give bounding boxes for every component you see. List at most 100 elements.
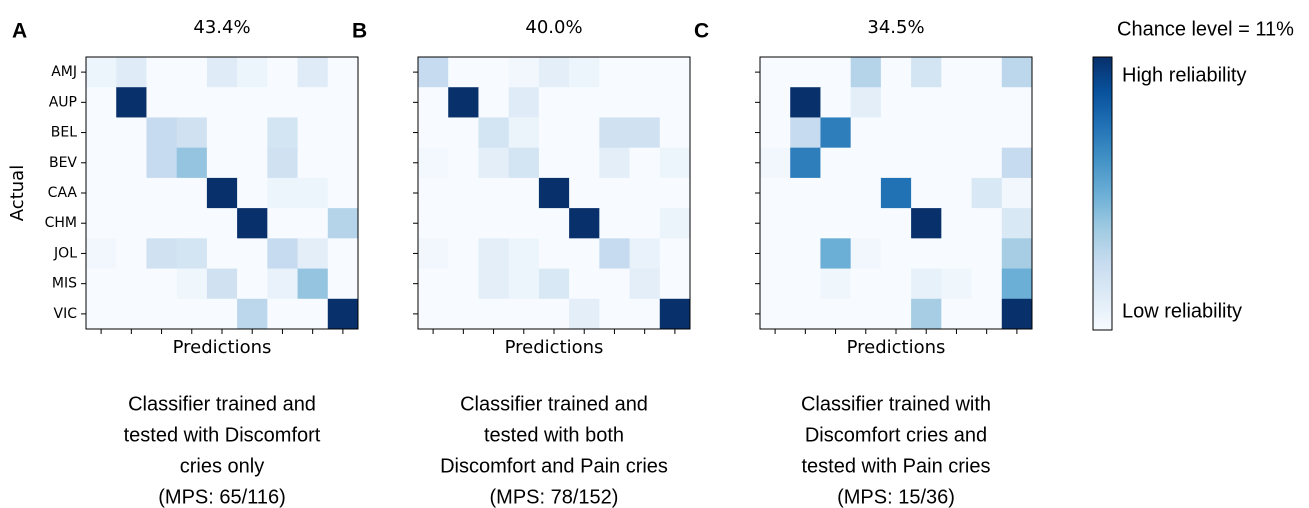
cell: [297, 268, 329, 300]
cell: [418, 298, 449, 330]
cell: [267, 147, 299, 179]
cell: [880, 177, 912, 209]
cell: [116, 117, 147, 149]
x-axis-label: Predictions: [505, 337, 604, 358]
cell: [629, 268, 661, 300]
cell: [629, 238, 661, 270]
cell: [508, 177, 540, 209]
cell: [327, 238, 359, 270]
caption-line: (MPS: 65/116): [158, 486, 285, 508]
cell: [146, 57, 178, 88]
cell: [267, 177, 299, 209]
cell: [971, 177, 1003, 209]
cell: [86, 57, 117, 88]
cell: [820, 238, 852, 270]
cell: [86, 298, 117, 330]
cell: [1001, 177, 1033, 209]
cell: [418, 57, 449, 88]
cell: [176, 117, 208, 149]
cell: [146, 238, 178, 270]
cell: [237, 87, 268, 118]
cell: [206, 298, 238, 330]
cell: [176, 208, 208, 239]
cell: [760, 298, 791, 330]
cell: [267, 117, 299, 149]
cell: [1001, 57, 1033, 88]
cell: [146, 208, 178, 239]
cell: [820, 117, 852, 149]
cell: [237, 298, 268, 330]
cell: [538, 268, 570, 300]
cell: [478, 147, 510, 179]
cell: [1001, 238, 1033, 270]
cell: [237, 117, 268, 149]
cell: [176, 177, 208, 209]
cell: [941, 298, 973, 330]
cell: [820, 57, 852, 88]
cell: [760, 87, 791, 118]
caption-line: tested with Discomfort: [124, 424, 321, 446]
cell: [1001, 208, 1033, 239]
cell: [448, 298, 479, 330]
cell: [760, 57, 791, 88]
cell: [86, 208, 117, 239]
panel-letter: C: [694, 20, 709, 43]
cell: [659, 177, 691, 209]
cell: [971, 57, 1003, 88]
cell: [1001, 117, 1033, 149]
x-axis-label: Predictions: [173, 337, 272, 358]
cell: [820, 208, 852, 239]
cell: [327, 147, 359, 179]
cell: [267, 298, 299, 330]
cell: [880, 57, 912, 88]
cell: [790, 87, 821, 118]
cell: [850, 208, 882, 239]
cell: [971, 208, 1003, 239]
cell: [629, 177, 661, 209]
cell: [880, 298, 912, 330]
cell: [206, 238, 238, 270]
cell: [790, 268, 821, 300]
cell: [146, 117, 178, 149]
y-axis-label: Actual: [7, 165, 28, 221]
cell: [760, 147, 791, 179]
cell: [850, 298, 882, 330]
cell: [659, 208, 691, 239]
cell: [790, 57, 821, 88]
caption-line: Discomfort and Pain cries: [440, 455, 668, 477]
cell: [659, 117, 691, 149]
cell: [911, 238, 942, 270]
cell: [267, 87, 299, 118]
cell: [206, 87, 238, 118]
cell: [206, 117, 238, 149]
cell: [880, 208, 912, 239]
cell: [478, 57, 510, 88]
cell: [880, 147, 912, 179]
cell: [237, 208, 268, 239]
cell: [760, 238, 791, 270]
cell: [629, 208, 661, 239]
cell: [327, 268, 359, 300]
cell: [538, 87, 570, 118]
cell: [297, 117, 329, 149]
cell: [116, 57, 147, 88]
y-tick-label: AUP: [49, 94, 77, 110]
y-tick-label: MIS: [52, 276, 77, 292]
cell: [1001, 268, 1033, 300]
cell: [418, 238, 449, 270]
cell: [629, 117, 661, 149]
cell: [86, 268, 117, 300]
cell: [418, 177, 449, 209]
cell: [327, 298, 359, 330]
cell: [297, 238, 329, 270]
cell: [629, 298, 661, 330]
cell: [478, 238, 510, 270]
cell: [146, 147, 178, 179]
cell: [911, 298, 942, 330]
cell: [508, 238, 540, 270]
cell: [629, 57, 661, 88]
cell: [116, 238, 147, 270]
cell: [478, 268, 510, 300]
cell: [146, 298, 178, 330]
